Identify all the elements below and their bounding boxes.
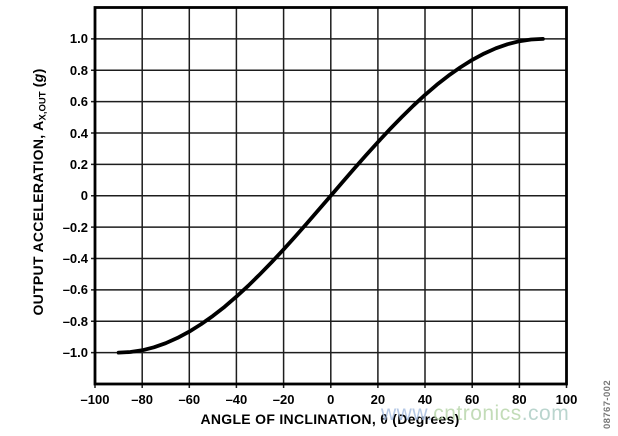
x-tick-label: –20 [272, 392, 295, 407]
y-axis-unit: g [29, 73, 46, 83]
watermark-com: .com [521, 402, 570, 425]
y-tick-label: –0.8 [62, 313, 88, 329]
axis-tick-marks [91, 38, 568, 388]
x-tick-label: –100 [80, 392, 110, 407]
x-tick-label: 100 [555, 392, 578, 407]
x-tick-label: –60 [178, 392, 201, 407]
watermark-cntronics: cntronics [433, 402, 522, 425]
y-tick-label: 0.6 [69, 94, 88, 110]
y-tick-label: 1.0 [69, 31, 88, 47]
x-axis-title: ANGLE OF INCLINATION, θ (Degrees) [200, 411, 460, 427]
y-tick-label: 0.2 [69, 156, 88, 172]
x-tick-label: –40 [225, 392, 248, 407]
y-axis-unit-open: ( [29, 82, 46, 92]
x-tick-label: 0 [327, 392, 335, 407]
x-tick-label: 20 [370, 392, 386, 407]
watermark: www.cntronics.com [381, 402, 569, 426]
y-tick-label: 0 [80, 188, 88, 204]
y-tick-label: –0.2 [62, 219, 88, 235]
data-curve [116, 37, 545, 355]
y-tick-label: –0.4 [62, 251, 88, 266]
x-tick-label: –80 [131, 392, 153, 407]
y-axis-title: OUTPUT ACCELERATION, AX,OUT (g) [30, 68, 49, 315]
y-tick-label: –0.6 [62, 282, 88, 298]
x-tick-label: 60 [464, 392, 480, 407]
y-axis-title-subscript: X,OUT [37, 91, 49, 121]
y-tick-label: 0.4 [69, 125, 88, 141]
y-axis-title-text: OUTPUT ACCELERATION, A [29, 120, 46, 316]
figure-code: 08767-002 [602, 379, 613, 429]
y-axis-unit-close: ) [29, 68, 46, 74]
x-tick-label: 40 [417, 392, 433, 407]
y-tick-label: 0.8 [69, 62, 88, 78]
watermark-www: www. [381, 402, 434, 425]
y-tick-label: –1.0 [62, 345, 88, 361]
x-tick-label: 80 [512, 392, 527, 407]
plot-frame [93, 6, 568, 386]
